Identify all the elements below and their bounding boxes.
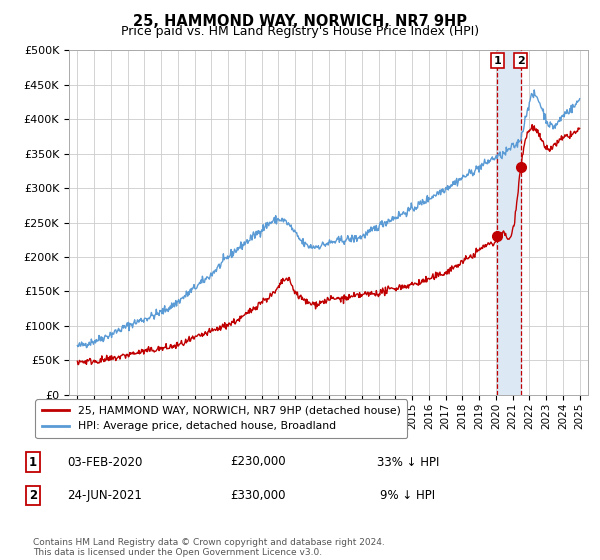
Text: 1: 1	[494, 55, 502, 66]
Legend: 25, HAMMOND WAY, NORWICH, NR7 9HP (detached house), HPI: Average price, detached: 25, HAMMOND WAY, NORWICH, NR7 9HP (detac…	[35, 399, 407, 438]
Text: Price paid vs. HM Land Registry's House Price Index (HPI): Price paid vs. HM Land Registry's House …	[121, 25, 479, 38]
Text: 9% ↓ HPI: 9% ↓ HPI	[380, 489, 436, 502]
Text: 03-FEB-2020: 03-FEB-2020	[67, 455, 143, 469]
Bar	[497, 50, 521, 395]
Text: 24-JUN-2021: 24-JUN-2021	[68, 489, 142, 502]
Text: 33% ↓ HPI: 33% ↓ HPI	[377, 455, 439, 469]
Text: 2: 2	[29, 489, 37, 502]
Text: £230,000: £230,000	[230, 455, 286, 469]
Text: 25, HAMMOND WAY, NORWICH, NR7 9HP: 25, HAMMOND WAY, NORWICH, NR7 9HP	[133, 14, 467, 29]
Text: 1: 1	[29, 455, 37, 469]
Text: Contains HM Land Registry data © Crown copyright and database right 2024.
This d: Contains HM Land Registry data © Crown c…	[33, 538, 385, 557]
Text: £330,000: £330,000	[230, 489, 286, 502]
Text: 2: 2	[517, 55, 524, 66]
